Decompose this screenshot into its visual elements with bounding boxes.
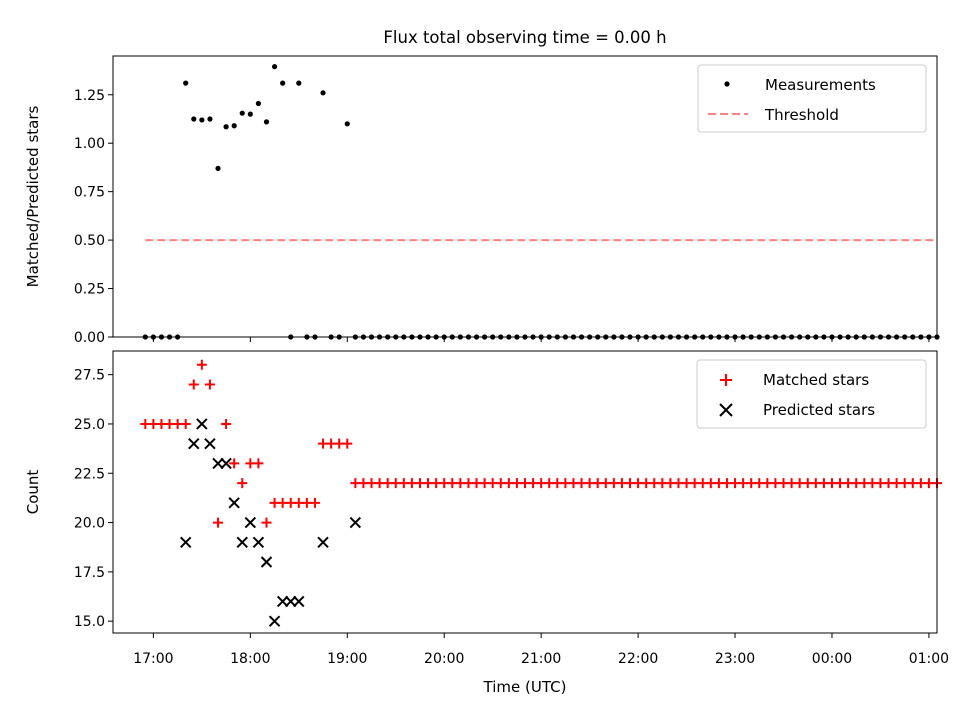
measurement-point <box>231 123 237 129</box>
x-tick-label: 01:00 <box>909 651 949 667</box>
matched-star-point <box>309 497 320 508</box>
matched-star-point <box>213 517 224 528</box>
matched-star-point <box>204 379 215 390</box>
legend-label: Measurements <box>765 76 876 94</box>
measurement-point <box>271 64 278 70</box>
y-tick-label: 0.25 <box>74 282 105 298</box>
legend: Matched stars Predicted stars <box>696 359 927 429</box>
x-tick-label: 23:00 <box>715 651 755 667</box>
predicted-star-point <box>196 418 208 430</box>
measurement-point <box>215 165 221 171</box>
plot-frame <box>112 350 938 634</box>
y-tick-label: 20.0 <box>74 516 105 532</box>
y-tick-label: 0.75 <box>74 185 105 201</box>
measurement-point <box>239 110 245 116</box>
matched-star-point <box>180 418 191 429</box>
matched-star-point <box>188 379 199 390</box>
x-tick-label: 19:00 <box>327 651 367 667</box>
chart-title: Flux total observing time = 0.00 h <box>383 28 666 47</box>
measurement-point <box>320 90 326 96</box>
predicted-star-point <box>268 615 281 627</box>
predicted-star-point <box>244 516 257 529</box>
measurement-point <box>344 121 350 127</box>
x-tick-label: 20:00 <box>424 651 464 667</box>
measurement-point <box>280 80 286 86</box>
x-tick-label: 21:00 <box>521 651 561 667</box>
predicted-star-point <box>220 457 232 470</box>
y-tick-label: 0.00 <box>74 330 105 346</box>
y-tick-label: 27.5 <box>74 368 105 384</box>
measurement-point <box>207 116 213 122</box>
matched-star-point <box>342 438 353 449</box>
predicted-star-point <box>317 536 329 548</box>
x-tick-label: 00:00 <box>812 651 852 667</box>
y-axis-label: Matched/Predicted stars <box>24 106 42 288</box>
matched-star-point <box>261 517 272 528</box>
y-tick-label: 25.0 <box>74 417 105 433</box>
y-tick-label: 0.50 <box>74 233 105 249</box>
predicted-star-point <box>204 437 216 450</box>
predicted-star-point <box>236 536 248 548</box>
predicted-star-point <box>228 497 240 509</box>
y-tick-label: 1.25 <box>74 88 105 104</box>
predicted-star-point <box>188 437 200 450</box>
measurement-point <box>247 111 253 117</box>
legend-label: Threshold <box>764 106 839 124</box>
legend-label: Matched stars <box>763 371 869 389</box>
legend: Measurements Threshold <box>697 64 927 133</box>
x-axis-label: Time (UTC) <box>483 678 567 696</box>
legend-marker-matched <box>720 374 732 386</box>
y-tick-label: 15.0 <box>74 614 105 630</box>
measurement-point <box>223 124 229 130</box>
plot-frame <box>112 55 938 338</box>
matched-star-point <box>237 478 248 489</box>
y-tick-label: 1.00 <box>74 136 105 152</box>
predicted-star-point <box>293 595 305 608</box>
predicted-star-point <box>179 536 192 548</box>
matched-star-point <box>229 458 240 469</box>
measurement-point <box>255 100 262 107</box>
measurement-point <box>191 116 197 122</box>
predicted-star-point <box>349 516 362 529</box>
predicted-star-point <box>252 536 265 548</box>
legend-label: Predicted stars <box>763 401 875 419</box>
matched-star-point <box>196 359 207 370</box>
measurement-point <box>183 80 189 86</box>
x-tick-label: 17:00 <box>133 651 173 667</box>
matched-star-point <box>221 418 232 429</box>
legend-marker-measurements <box>724 81 730 87</box>
measurement-point <box>263 119 270 125</box>
legend-box <box>696 359 927 429</box>
y-tick-label: 22.5 <box>74 466 105 482</box>
measurement-point <box>199 117 205 123</box>
measurement-point <box>296 80 302 86</box>
count-panel: 15.0 17.5 20.0 22.5 25.0 27.5 17:00 18:00 19:00 2… <box>24 350 949 696</box>
predicted-star-point <box>260 556 273 568</box>
x-tick-label: 18:00 <box>230 651 270 667</box>
y-axis-label: Count <box>24 470 42 515</box>
matched-star-point <box>253 458 264 469</box>
y-tick-label: 17.5 <box>74 565 105 581</box>
ratio-panel: 0.00 0.25 0.50 0.75 1.00 1.25 Matched/Predicte… <box>24 55 940 346</box>
legend-marker-predicted <box>719 403 733 417</box>
x-tick-label: 22:00 <box>618 651 658 667</box>
legend-box <box>697 64 927 133</box>
